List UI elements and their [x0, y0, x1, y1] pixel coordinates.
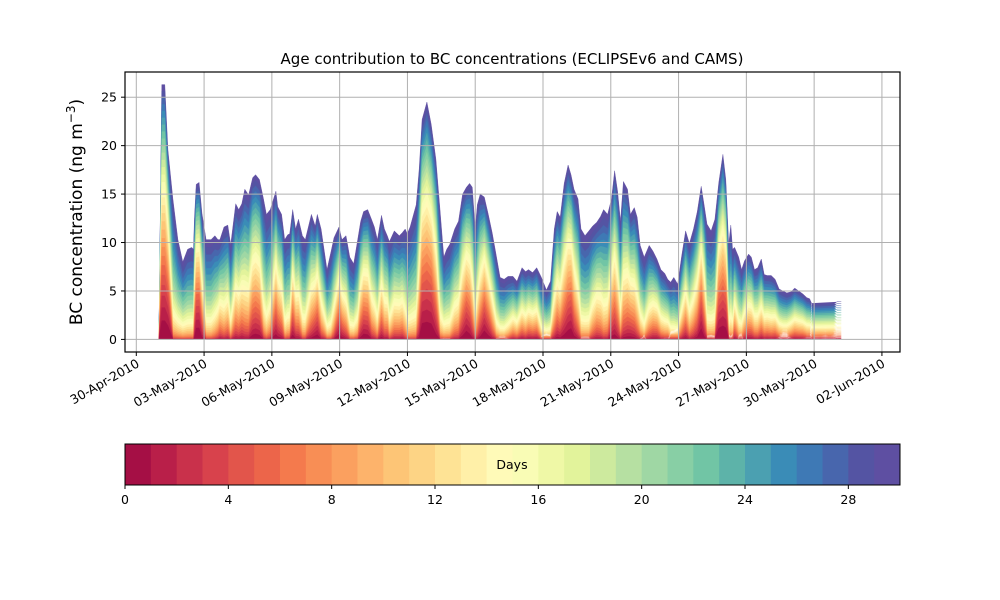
colorbar-tick-label: 16 — [530, 492, 546, 507]
colorbar-bin — [719, 444, 746, 485]
colorbar-frame — [124, 443, 901, 486]
colorbar-bin — [280, 444, 307, 485]
grid — [125, 72, 900, 352]
colorbar-bin — [202, 444, 229, 485]
chart-title: Age contribution to BC concentrations (E… — [281, 50, 744, 68]
colorbar-bin — [305, 444, 333, 485]
y-tick-label: 5 — [109, 283, 117, 298]
axes-frame — [124, 71, 901, 353]
y-axis: 0 5 10 15 20 25 — [101, 90, 125, 347]
colorbar-bin — [460, 444, 488, 485]
colorbar-tick-label: 12 — [427, 492, 443, 507]
colorbar-bin — [176, 444, 203, 485]
colorbar-bin — [228, 444, 255, 485]
y-axis-label-superscript: −3 — [64, 105, 78, 123]
colorbar-bin — [874, 444, 901, 485]
y-tick-label: 25 — [101, 90, 117, 105]
colorbar-bin — [435, 444, 462, 485]
y-tick-label: 15 — [101, 187, 117, 202]
colorbar-ticks: 0 4 8 12 16 20 24 28 — [121, 485, 856, 507]
age-layer-26 — [158, 104, 842, 338]
colorbar-tick-label: 28 — [840, 492, 856, 507]
colorbar-tick-label: 8 — [328, 492, 336, 507]
colorbar-bin — [693, 444, 720, 485]
colorbar-label: Days — [496, 457, 527, 472]
colorbar-bin — [331, 444, 358, 485]
colorbar-tick-label: 4 — [224, 492, 232, 507]
colorbar-bin — [667, 444, 694, 485]
y-tick-label: 10 — [101, 235, 117, 250]
colorbar-bin — [254, 444, 281, 485]
colorbar-bin — [848, 444, 875, 485]
colorbar-bin — [822, 444, 849, 485]
colorbar: Days 0 4 8 12 16 20 24 28 — [121, 443, 901, 507]
y-tick-label: 0 — [109, 332, 117, 347]
colorbar-tick-label: 24 — [737, 492, 753, 507]
colorbar-bin — [796, 444, 823, 485]
y-axis-label-suffix: ) — [67, 99, 87, 106]
stacked-age-layers — [158, 84, 842, 340]
colorbar-bin — [770, 444, 798, 485]
colorbar-bins — [125, 444, 901, 485]
colorbar-bin — [615, 444, 643, 485]
colorbar-bin — [125, 444, 152, 485]
y-axis-label: BC concentration (ng m−3) — [64, 99, 87, 325]
colorbar-tick-label: 0 — [121, 492, 129, 507]
colorbar-bin — [150, 444, 178, 485]
colorbar-bin — [538, 444, 565, 485]
colorbar-bin — [745, 444, 772, 485]
colorbar-bin — [357, 444, 384, 485]
colorbar-bin — [383, 444, 410, 485]
colorbar-bin — [641, 444, 668, 485]
y-axis-label-main: BC concentration (ng m — [67, 123, 87, 325]
colorbar-bin — [564, 444, 591, 485]
colorbar-bin — [590, 444, 617, 485]
colorbar-bin — [512, 444, 539, 485]
age-layer-3 — [158, 285, 842, 340]
colorbar-tick-label: 20 — [634, 492, 650, 507]
colorbar-bin — [486, 444, 513, 485]
colorbar-bin — [409, 444, 436, 485]
y-tick-label: 20 — [101, 138, 117, 153]
